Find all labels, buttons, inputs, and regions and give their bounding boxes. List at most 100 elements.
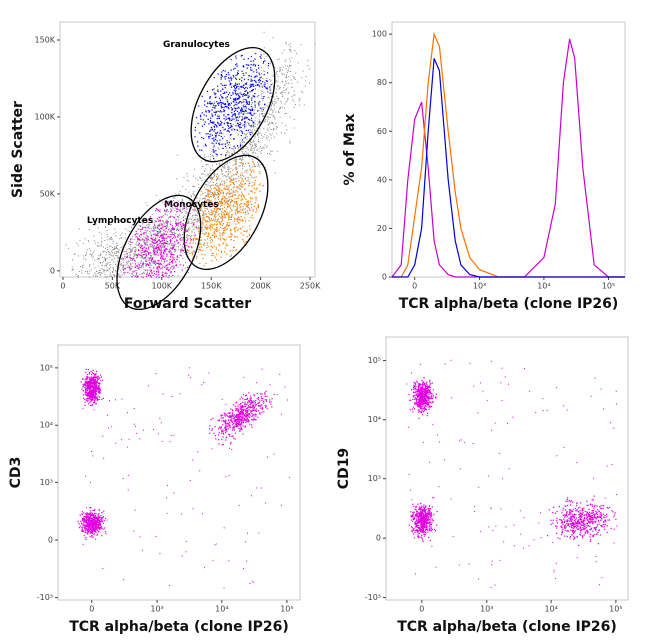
event-dot: [214, 216, 215, 217]
event-dot: [193, 193, 194, 194]
event-dot: [82, 511, 83, 512]
event-dot: [197, 212, 198, 213]
event-dot: [230, 127, 231, 128]
event-dot: [257, 124, 258, 125]
event-dot: [134, 270, 135, 271]
event-dot: [146, 254, 147, 255]
event-dot: [137, 254, 138, 255]
event-dot: [127, 261, 128, 262]
event-dot: [262, 100, 263, 101]
event-dot: [181, 222, 182, 223]
event-dot: [150, 244, 151, 245]
event-dot: [175, 226, 176, 227]
event-dot: [294, 91, 295, 92]
event-dot: [209, 182, 210, 183]
event-dot: [95, 390, 96, 391]
event-dot: [223, 198, 224, 199]
event-dot: [225, 116, 226, 117]
event-dot: [203, 265, 204, 266]
event-dot: [113, 261, 114, 262]
event-dot: [249, 209, 250, 210]
event-dot: [225, 154, 226, 155]
event-dot: [262, 87, 263, 88]
event-dot: [136, 233, 137, 234]
event-dot: [163, 253, 164, 254]
event-dot: [107, 267, 108, 268]
event-dot: [98, 524, 99, 525]
event-dot: [231, 255, 232, 256]
event-dot: [211, 109, 212, 110]
event-dot: [96, 523, 97, 524]
event-dot: [225, 202, 226, 203]
event-dot: [239, 207, 240, 208]
event-dot: [246, 146, 247, 147]
event-dot: [161, 234, 162, 235]
event-dot: [164, 261, 165, 262]
event-dot: [258, 165, 259, 166]
event-dot: [245, 72, 246, 73]
event-dot: [271, 135, 272, 136]
event-dot: [229, 178, 230, 179]
event-dot: [101, 234, 102, 235]
event-dot: [188, 221, 189, 222]
y-tick-label: 60: [377, 127, 387, 136]
event-dot: [242, 226, 243, 227]
event-dot: [179, 194, 180, 195]
event-dot: [250, 198, 251, 199]
event-dot: [134, 256, 135, 257]
event-dot: [238, 149, 239, 150]
event-dot: [214, 175, 215, 176]
event-dot: [130, 244, 131, 245]
event-dot: [213, 140, 214, 141]
event-dot: [87, 515, 88, 516]
event-dot: [294, 119, 295, 120]
event-dot: [181, 228, 182, 229]
event-dot: [206, 145, 207, 146]
event-dot: [166, 265, 167, 266]
event-dot: [208, 236, 209, 237]
event-dot: [88, 369, 89, 370]
event-dot: [294, 95, 295, 96]
event-dot: [239, 159, 240, 160]
event-dot: [225, 189, 226, 190]
event-dot: [212, 220, 213, 221]
event-dot: [269, 127, 270, 128]
event-dot: [92, 531, 93, 532]
event-dot: [204, 218, 205, 219]
event-dot: [160, 250, 161, 251]
event-dot: [245, 64, 246, 65]
event-dot: [238, 102, 239, 103]
event-dot: [212, 89, 213, 90]
event-dot: [224, 168, 225, 169]
event-dot: [167, 225, 168, 226]
event-dot: [180, 224, 181, 225]
event-dot: [232, 92, 233, 93]
event-dot: [236, 204, 237, 205]
event-dot: [178, 217, 179, 218]
event-dot: [169, 259, 170, 260]
event-dot: [193, 176, 194, 177]
event-dot: [173, 267, 174, 268]
event-dot: [231, 126, 232, 127]
event-dot: [275, 82, 276, 83]
event-dot: [136, 270, 137, 271]
event-dot: [254, 164, 255, 165]
event-dot: [257, 162, 258, 163]
event-dot: [136, 236, 137, 237]
event-dot: [186, 229, 187, 230]
event-dot: [177, 234, 178, 235]
event-dot: [95, 243, 96, 244]
event-dot: [90, 386, 91, 387]
event-dot: [292, 99, 293, 100]
event-dot: [252, 161, 253, 162]
event-dot: [271, 129, 272, 130]
event-dot: [291, 96, 292, 97]
event-dot: [222, 148, 223, 149]
event-dot: [94, 240, 95, 241]
event-dot: [163, 238, 164, 239]
event-dot: [248, 130, 249, 131]
event-dot: [221, 180, 222, 181]
event-dot: [233, 182, 234, 183]
event-dot: [160, 235, 161, 236]
